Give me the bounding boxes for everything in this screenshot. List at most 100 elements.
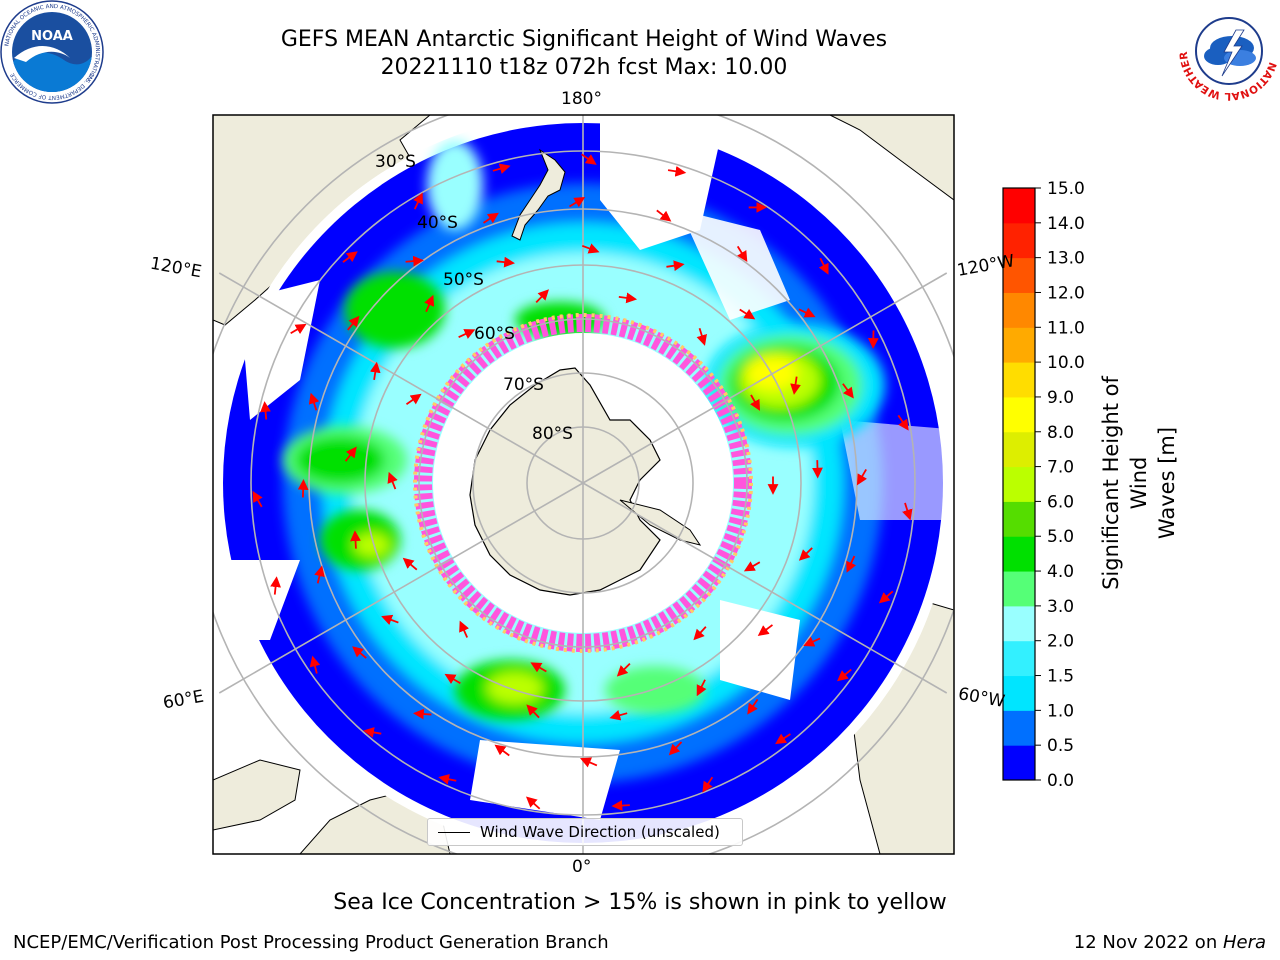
wind-arrow — [743, 561, 761, 572]
wind-arrow — [535, 289, 550, 304]
colorbar-tick-label: 15.0 — [1047, 179, 1085, 199]
footer-date: 12 Nov 2022 on Hera — [1073, 932, 1266, 953]
colorbar: 0.0 0.5 1.0 1.5 2.0 3.0 4.0 5.0 6.0 7.0 8.0 9.0 10.0… — [1002, 179, 1085, 791]
lat-label-80s: 80°S — [532, 424, 573, 444]
wind-arrow — [458, 329, 476, 339]
colorbar-tick-label: 8.0 — [1047, 423, 1074, 443]
wind-arrow — [530, 662, 547, 673]
wind-arrow — [526, 704, 540, 719]
wind-arrow — [856, 469, 868, 486]
colorbar-label: Significant Height of Wind Waves [m] — [1099, 376, 1179, 590]
wind-arrow — [837, 668, 852, 682]
colorbar-tick-label: 0.0 — [1047, 771, 1074, 791]
wind-arrow — [342, 251, 358, 263]
meridian-line — [218, 482, 584, 694]
colorbar-segment — [1003, 640, 1035, 677]
wind-arrow — [580, 757, 598, 768]
wind-arrow — [581, 153, 597, 165]
colorbar-segment — [1003, 362, 1035, 398]
colorbar-tick-label: 7.0 — [1047, 458, 1074, 478]
wind-arrow — [308, 392, 320, 411]
lat-label-40s: 40°S — [417, 213, 458, 233]
colorbar-segment — [1003, 396, 1035, 433]
wind-arrow — [897, 414, 909, 431]
wind-arrow — [902, 502, 913, 521]
wind-arrow — [842, 383, 854, 399]
wind-arrow — [352, 646, 367, 659]
colorbar-tick-label: 14.0 — [1047, 214, 1085, 234]
wind-arrow — [494, 744, 510, 757]
wind-arrow — [702, 776, 714, 793]
wind-arrow — [314, 565, 325, 584]
wind-arrow — [483, 212, 499, 224]
colorbar-segment — [1003, 710, 1035, 746]
lat-label-50s: 50°S — [443, 270, 484, 290]
colorbar-segment — [1003, 431, 1035, 468]
colorbar-tick-label: 5.0 — [1047, 527, 1074, 547]
wind-arrow — [757, 624, 773, 637]
wind-arrow — [402, 557, 418, 571]
map-frame — [212, 114, 955, 855]
meridian-line — [218, 272, 584, 484]
wind-arrow — [736, 245, 748, 263]
colorbar-frame — [1002, 187, 1036, 781]
noaa-wordmark: NOAA — [31, 29, 73, 44]
colorbar-segment — [1003, 466, 1035, 502]
wind-arrow — [459, 620, 470, 638]
wind-arrow — [611, 800, 630, 811]
legend-label: Wind Wave Direction (unscaled) — [480, 823, 720, 841]
wind-arrow — [344, 446, 357, 462]
wind-arrow — [387, 471, 398, 490]
chart-title: GEFS MEAN Antarctic Significant Height o… — [280, 27, 888, 52]
lat-label-60s: 60°S — [474, 324, 515, 344]
colorbar-tick-label: 3.0 — [1047, 597, 1074, 617]
colorbar-tick-label: 13.0 — [1047, 249, 1085, 269]
colorbar-segment — [1003, 675, 1035, 711]
colorbar-tick-label: 0.5 — [1047, 736, 1074, 756]
wind-arrow — [696, 679, 707, 697]
wind-arrow — [525, 796, 541, 810]
wind-arrow — [750, 394, 761, 411]
wind-arrow — [347, 315, 360, 331]
colorbar-tick-label: 6.0 — [1047, 492, 1074, 512]
wind-arrow — [618, 292, 638, 304]
colorbar-tick-label: 11.0 — [1047, 318, 1085, 338]
wind-arrow — [775, 733, 791, 745]
colorbar-segment — [1003, 571, 1035, 607]
wind-arrow — [818, 257, 829, 275]
meridian-line — [582, 482, 948, 694]
colorbar-tick-label: 12.0 — [1047, 283, 1085, 303]
wind-arrow — [668, 741, 683, 756]
wind-arrow — [381, 614, 399, 625]
colorbar-segment — [1003, 222, 1035, 259]
colorbar-tick-label: 2.0 — [1047, 632, 1074, 652]
wind-arrow — [260, 401, 271, 420]
wind-arrow — [496, 256, 515, 268]
colorbar-segment — [1003, 745, 1035, 781]
colorbar-tick-label: 4.0 — [1047, 562, 1074, 582]
wind-arrow — [492, 163, 511, 174]
wind-arrow — [252, 490, 263, 508]
wind-arrow — [363, 727, 382, 738]
wind-arrow — [369, 361, 381, 381]
colorbar-segment — [1003, 536, 1035, 572]
wind-arrow — [878, 590, 894, 604]
wind-arrow — [846, 555, 857, 573]
wind-arrow — [438, 773, 457, 785]
wind-arrow — [696, 327, 707, 346]
colorbar-segment — [1003, 501, 1035, 537]
colorbar-tick-label: 1.5 — [1047, 667, 1074, 687]
legend-line-sample — [438, 831, 470, 833]
chart-subtitle: 20221110 t18z 072h fcst Max: 10.00 — [380, 55, 788, 80]
wind-arrows — [252, 153, 913, 811]
footer-credit: NCEP/EMC/Verification Post Processing Pr… — [13, 932, 609, 953]
wind-arrow — [616, 663, 631, 677]
wind-arrow — [270, 576, 281, 595]
colorbar-segment — [1003, 188, 1035, 224]
wind-arrow — [693, 626, 707, 641]
wind-arrow — [413, 708, 432, 720]
colorbar-segment — [1003, 605, 1035, 642]
nws-logo: NATIONAL WEATHER SERVICE — [1178, 0, 1279, 102]
wind-arrow — [309, 655, 321, 674]
